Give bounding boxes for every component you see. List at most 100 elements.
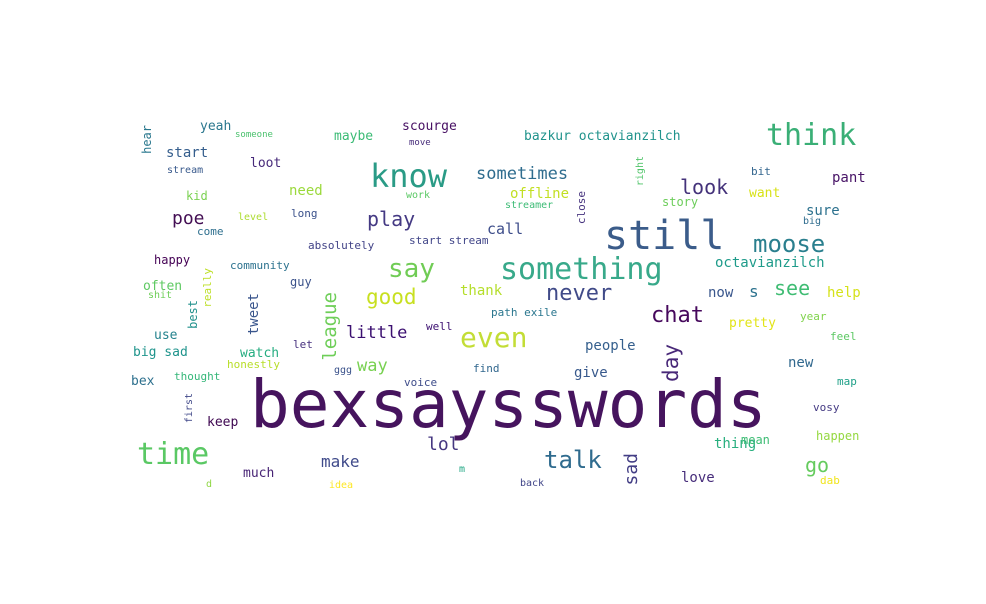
word-day: day <box>659 344 683 382</box>
word-give: give <box>574 365 608 381</box>
word-back: back <box>520 478 545 489</box>
word-sometimes: sometimes <box>476 164 569 184</box>
word-yeah: yeah <box>200 119 232 134</box>
word-year: year <box>800 310 827 323</box>
word-now: now <box>708 285 734 301</box>
word-voice: voice <box>404 376 438 389</box>
word-sure: sure <box>806 203 840 219</box>
word-need: need <box>289 183 323 199</box>
word-dab: dab <box>820 474 840 487</box>
word-thought: thought <box>174 370 221 383</box>
word-move: move <box>409 138 431 148</box>
word-still: still <box>604 213 725 259</box>
word-level: level <box>238 212 269 223</box>
word-someone: someone <box>235 130 273 140</box>
word-first: first <box>184 393 195 424</box>
word-guy: guy <box>290 275 312 289</box>
word-people: people <box>585 338 636 354</box>
word-vosy: vosy <box>813 401 840 414</box>
word-let: let <box>293 338 313 351</box>
word-tweet: tweet <box>246 293 262 336</box>
word-work: work <box>406 190 431 201</box>
word-kid: kid <box>186 189 208 203</box>
word-s: s <box>749 282 759 301</box>
word-mean: mean <box>741 433 770 447</box>
word-long: long <box>291 207 318 220</box>
word-really: really <box>201 268 214 308</box>
word-never: never <box>546 281 613 306</box>
word-thing: thing <box>714 436 757 452</box>
word-little: little <box>346 323 408 343</box>
word-map: map <box>837 375 857 388</box>
word-chat: chat <box>651 303 704 328</box>
word-lol: lol <box>427 434 460 455</box>
word-m: m <box>459 464 466 475</box>
word-help: help <box>827 285 861 301</box>
word-know: know <box>370 157 448 195</box>
word-bexsaysswords: bexsaysswords <box>250 366 767 443</box>
word-story: story <box>662 195 699 209</box>
word-absolutely: absolutely <box>308 239 375 252</box>
word-see: see <box>774 276 811 300</box>
word-happen: happen <box>816 429 860 443</box>
word-time: time <box>137 437 210 472</box>
word-come: come <box>197 225 224 238</box>
word-well: well <box>426 320 453 333</box>
word-way: way <box>357 356 388 376</box>
word-idea: idea <box>329 480 354 491</box>
word-go: go <box>805 453 830 477</box>
word-love: love <box>681 470 715 486</box>
word-big-sad: big sad <box>133 345 188 360</box>
word-often: often <box>143 279 183 294</box>
word-honestly: honestly <box>227 358 280 371</box>
word-new: new <box>788 355 814 371</box>
word-play: play <box>367 207 416 231</box>
word-watch: watch <box>240 346 280 361</box>
word-right: right <box>635 156 646 187</box>
word-league: league <box>319 292 341 361</box>
word-maybe: maybe <box>334 129 374 144</box>
word-sad: sad <box>621 453 642 486</box>
word-shit: shit <box>148 290 173 301</box>
word-poe: poe <box>172 208 205 229</box>
word-thank: thank <box>460 283 503 299</box>
word-make: make <box>321 452 360 471</box>
word-community: community <box>230 259 290 272</box>
word-big: big <box>803 216 822 227</box>
word-talk: talk <box>544 446 602 474</box>
word-feel: feel <box>830 330 857 343</box>
word-bit: bit <box>751 165 771 178</box>
word-keep: keep <box>207 415 239 430</box>
word-look: look <box>680 175 729 199</box>
word-stream: stream <box>167 165 204 176</box>
word-bex: bex <box>131 374 155 389</box>
word-hear: hear <box>140 125 154 154</box>
word-ggg: ggg <box>334 365 353 376</box>
word-even: even <box>460 321 528 354</box>
word-offline: offline <box>510 186 570 202</box>
word-use: use <box>154 328 178 343</box>
word-good: good <box>366 285 417 309</box>
word-bazkur-octavianzilch: bazkur octavianzilch <box>524 129 681 144</box>
word-path-exile: path exile <box>491 306 558 319</box>
word-moose: moose <box>753 230 826 258</box>
word-say: say <box>388 254 435 284</box>
word-loot: loot <box>250 156 282 171</box>
word-start-stream: start stream <box>409 234 489 247</box>
word-much: much <box>243 466 275 481</box>
word-best: best <box>186 300 200 329</box>
word-think: think <box>766 118 857 153</box>
word-call: call <box>487 220 524 238</box>
word-streamer: streamer <box>505 200 554 211</box>
word-find: find <box>473 362 500 375</box>
word-scourge: scourge <box>402 119 457 134</box>
word-octavianzilch: octavianzilch <box>715 255 825 271</box>
word-d: d <box>206 479 213 490</box>
word-pretty: pretty <box>729 316 776 331</box>
word-start: start <box>166 145 209 161</box>
word-close: close <box>575 191 588 225</box>
word-want: want <box>749 186 781 201</box>
word-pant: pant <box>832 170 866 186</box>
word-something: something <box>500 252 663 287</box>
